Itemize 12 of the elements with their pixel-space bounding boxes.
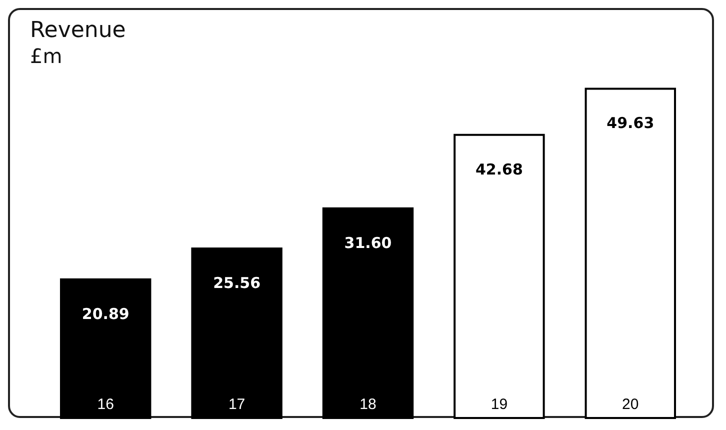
x-tick-label: 20 xyxy=(622,396,639,414)
data-label: 49.63 xyxy=(606,114,654,132)
chart-subtitle: £m xyxy=(30,44,62,68)
data-label: 31.60 xyxy=(344,234,392,252)
x-tick-label: 16 xyxy=(97,396,114,414)
x-tick-label: 17 xyxy=(228,396,246,414)
x-tick-label: 18 xyxy=(360,396,376,414)
data-label: 42.68 xyxy=(475,160,523,178)
data-label: 20.89 xyxy=(82,304,130,323)
chart-title: Revenue xyxy=(30,18,126,44)
data-label: 25.56 xyxy=(213,274,261,292)
x-tick-label: 19 xyxy=(490,396,508,414)
